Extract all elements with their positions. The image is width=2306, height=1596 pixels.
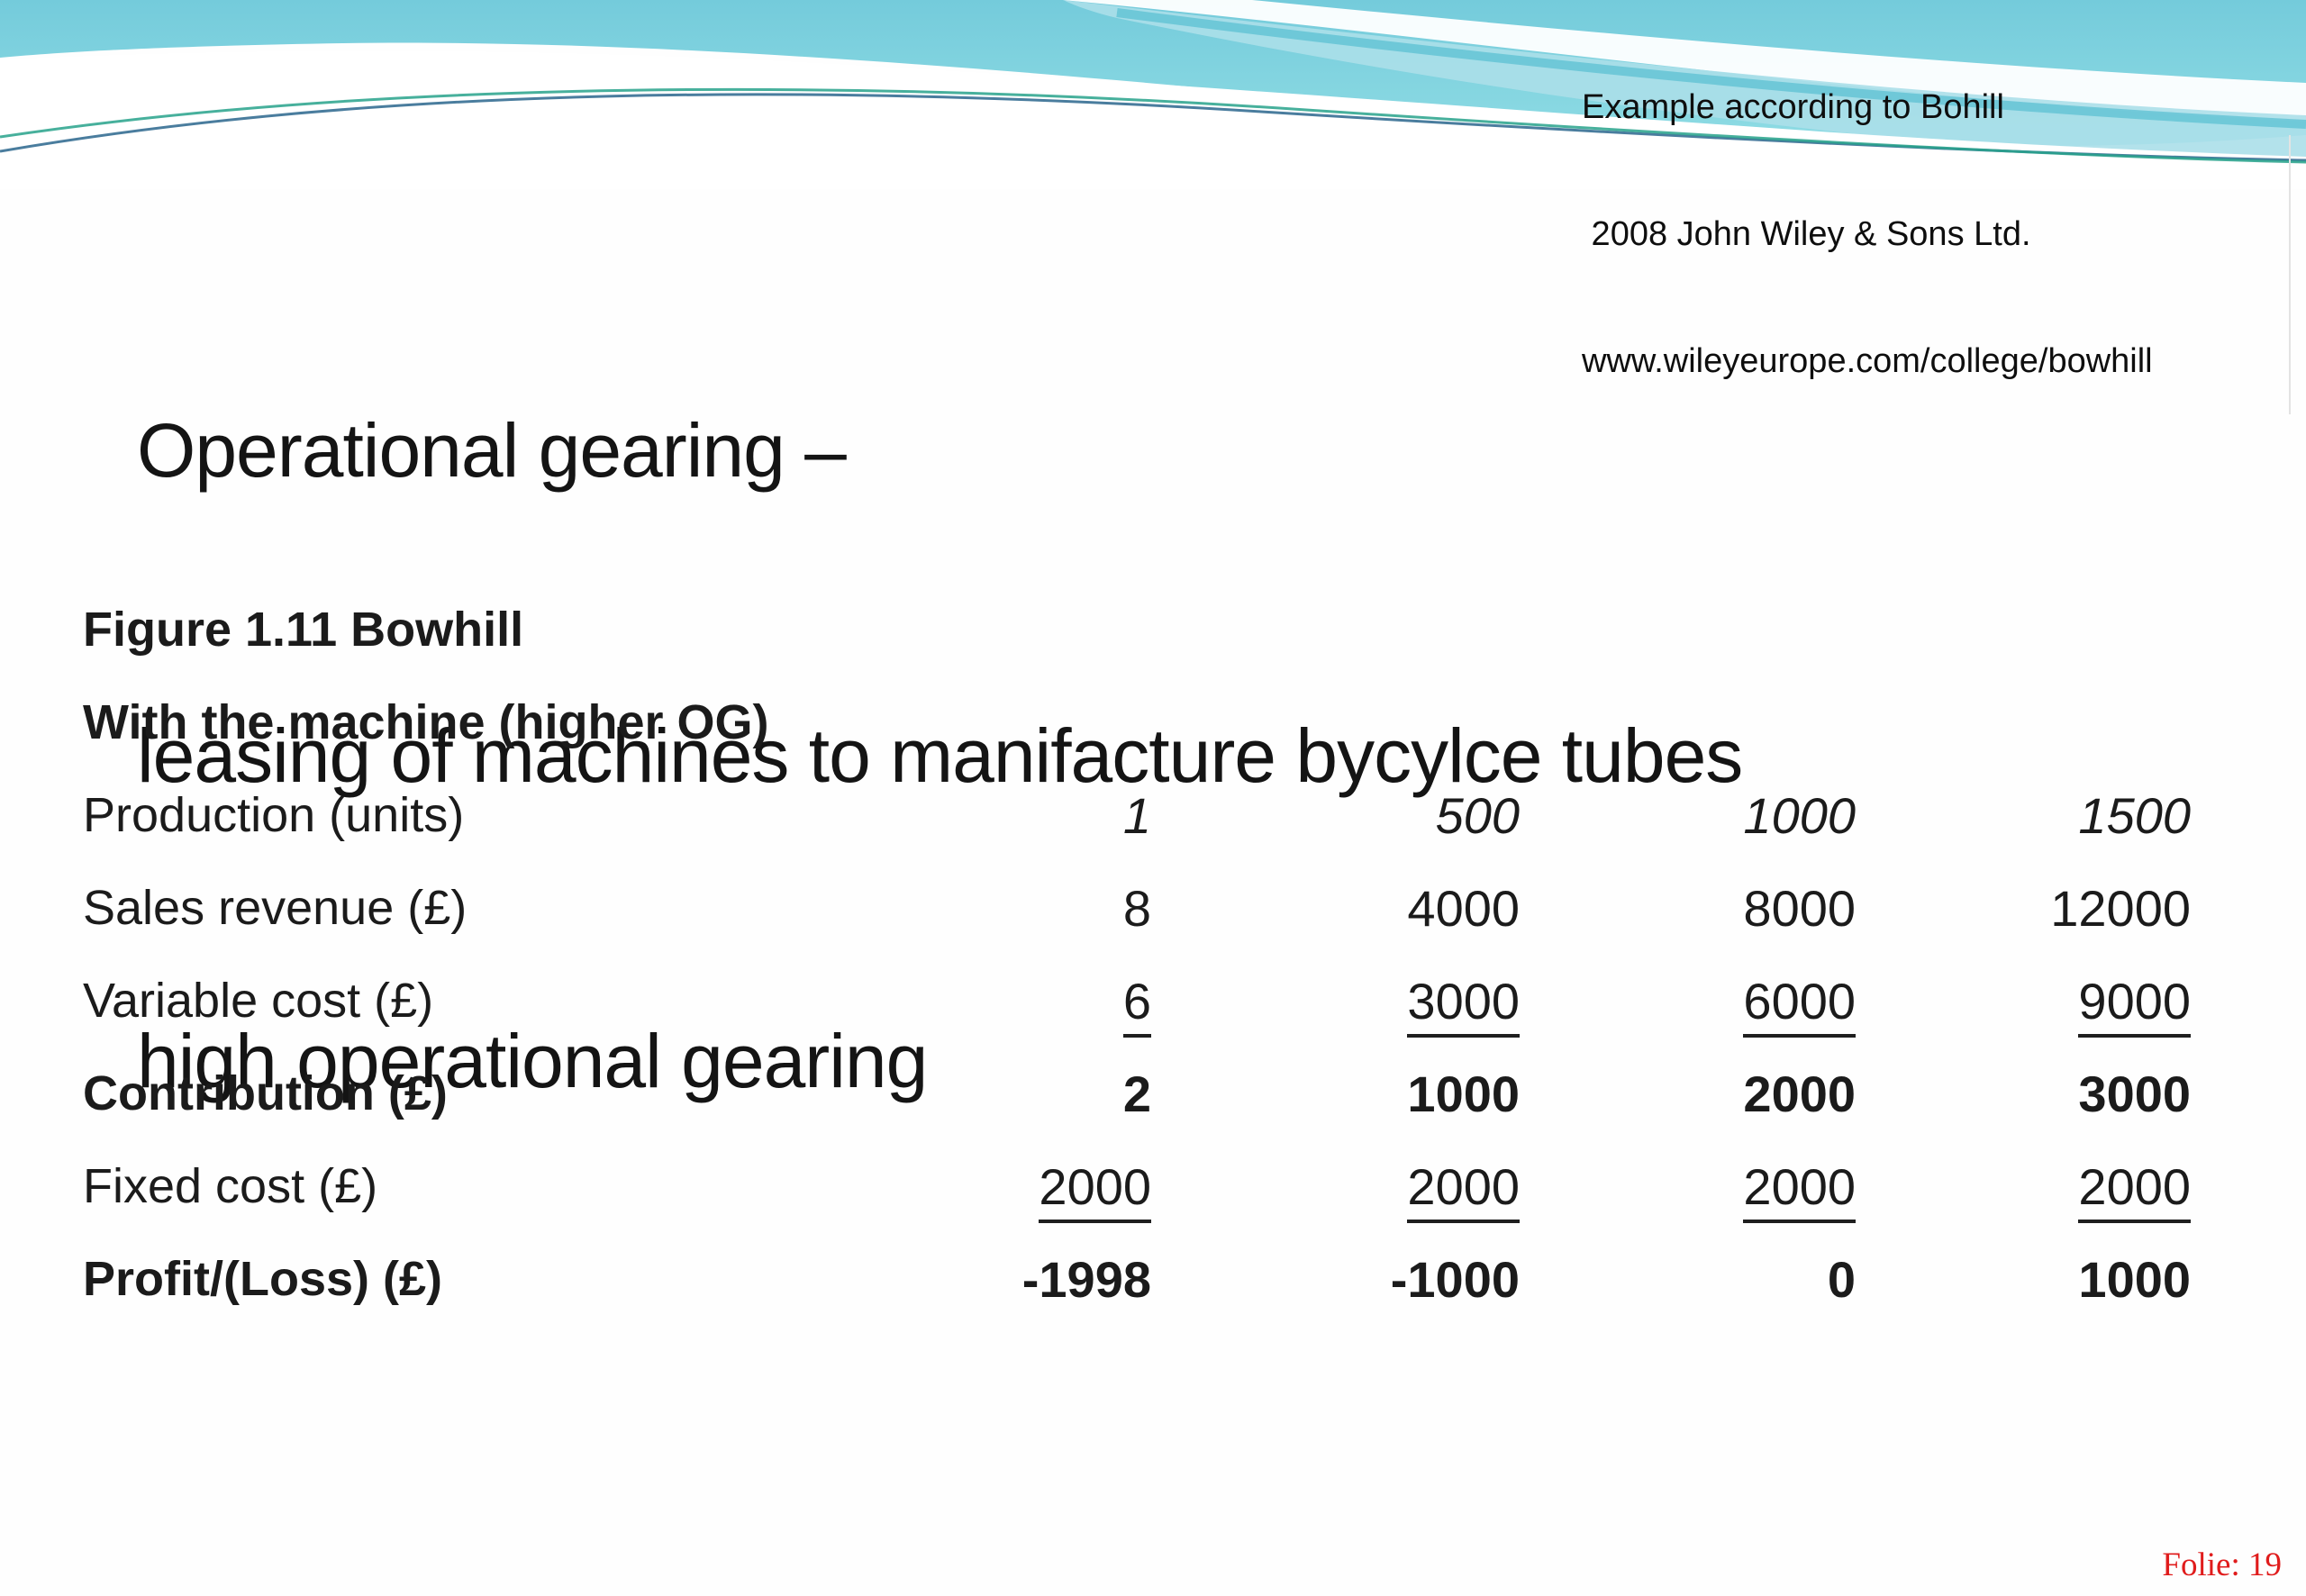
row-label: Production (units): [83, 788, 465, 842]
row-label: Contribution (£): [83, 1066, 448, 1120]
cell-value: 4000: [1407, 880, 1520, 937]
cell-value: 12000: [2050, 880, 2191, 937]
cell-value: 3000: [1151, 955, 1520, 1047]
cell-value: 1000: [1407, 1066, 1520, 1122]
row-label: Variable cost (£): [83, 974, 434, 1028]
slide-title: Operational gearing – leasing of machine…: [137, 196, 1743, 1214]
cell-value: 1000: [1743, 787, 1856, 844]
cell-value: 6: [926, 955, 1151, 1047]
cell-value: -1000: [1390, 1251, 1520, 1308]
slide-edge-line: [2289, 135, 2291, 414]
row-label: Fixed cost (£): [83, 1159, 378, 1213]
table-row-variable-cost: Variable cost (£) 6 3000 6000 9000: [83, 955, 2191, 1047]
slide-number-label: Folie: 19: [2162, 1546, 2282, 1583]
cell-value: 2000: [1856, 1140, 2191, 1233]
figure-caption: Figure 1.11 Bowhill: [83, 603, 524, 657]
cell-value: 6000: [1520, 955, 1856, 1047]
cell-value: 2000: [1151, 1140, 1520, 1233]
row-label: Profit/(Loss) (£): [83, 1252, 442, 1306]
table-row-sales-revenue: Sales revenue (£) 8 4000 8000 12000: [83, 862, 2191, 955]
slide-title-line: Operational gearing –: [137, 408, 847, 493]
table-row-production: Production (units) 1 500 1000 1500: [83, 769, 2191, 862]
slide-title-line: leasing of machines to manifacture bycyl…: [137, 713, 1743, 798]
cell-value: 0: [1827, 1251, 1856, 1308]
cell-value: 8000: [1743, 880, 1856, 937]
cell-value: 1000: [2078, 1251, 2191, 1308]
table-row-contribution: Contribution (£) 2 1000 2000 3000: [83, 1047, 2191, 1140]
cell-value: 2000: [1520, 1140, 1856, 1233]
cell-value: 500: [1435, 787, 1520, 844]
cell-value: 9000: [1856, 955, 2191, 1047]
row-label: Sales revenue (£): [83, 881, 468, 935]
cell-value: 3000: [2078, 1066, 2191, 1122]
attribution-line: 2008 John Wiley & Sons Ltd.: [1582, 215, 2031, 253]
cell-value: 2000: [926, 1140, 1151, 1233]
figure-table: Figure 1.11 Bowhill With the machine (hi…: [83, 584, 2191, 1326]
cell-value: -1998: [1021, 1251, 1151, 1308]
table-row-fixed-cost: Fixed cost (£) 2000 2000 2000 2000: [83, 1140, 2191, 1233]
cell-value: 2: [1122, 1066, 1151, 1122]
attribution-block: Example according to Bohill 2008 John Wi…: [1582, 2, 2153, 425]
attribution-link: www.wileyeurope.com/college/bowhill: [1582, 342, 2153, 380]
banner-wave-graphic: [0, 0, 2306, 189]
attribution-line: Example according to Bohill: [1582, 88, 2004, 126]
cell-value: 8: [1122, 880, 1151, 937]
cell-value: 1500: [2078, 787, 2191, 844]
slide-title-line: high operational gearing: [137, 1019, 928, 1103]
figure-condition: With the machine (higher OG): [83, 695, 769, 749]
table-row-profit-loss: Profit/(Loss) (£) -1998 -1000 0 1000: [83, 1233, 2191, 1326]
cell-value: 1: [1122, 787, 1151, 844]
cell-value: 2000: [1743, 1066, 1856, 1122]
